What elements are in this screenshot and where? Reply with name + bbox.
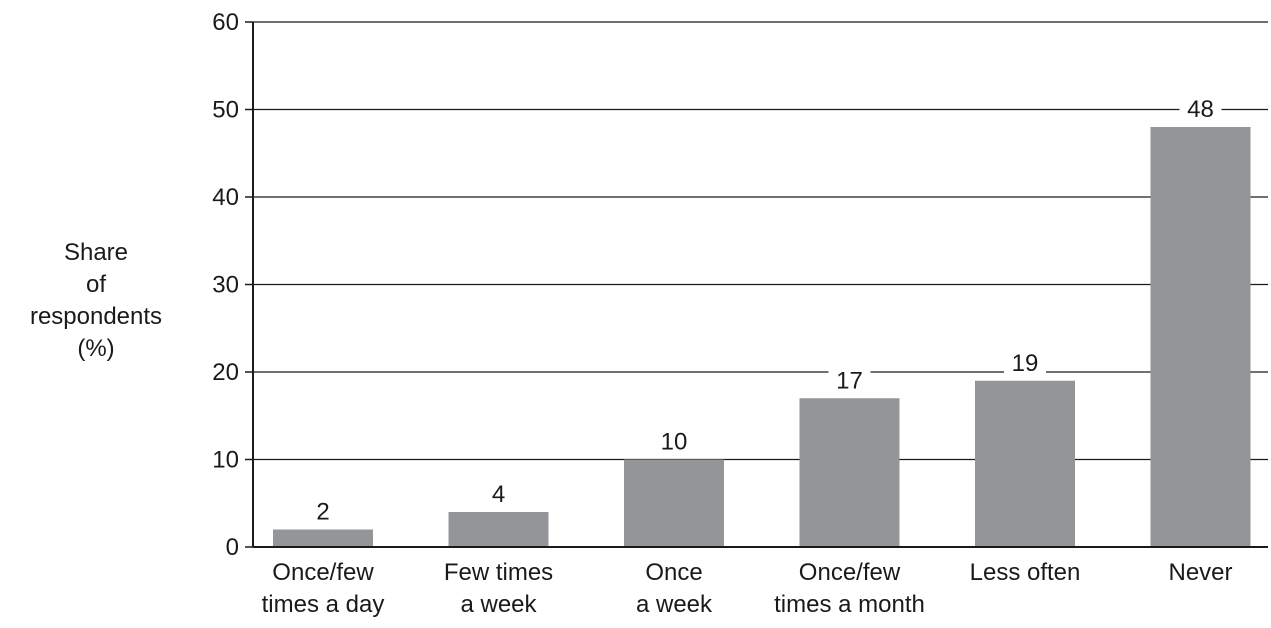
- y-axis-title-line: Share: [64, 239, 128, 266]
- y-axis-title-line: respondents: [30, 303, 162, 330]
- bar: [975, 380, 1075, 547]
- category-label-line: a week: [460, 591, 537, 618]
- data-label: 48: [1187, 96, 1214, 123]
- data-label: 10: [661, 429, 688, 456]
- bar: [448, 512, 549, 547]
- data-labels: 2 4 10 17 19 48: [309, 95, 1222, 526]
- category-label: Less often: [970, 559, 1081, 586]
- y-tick-label: 40: [212, 184, 239, 211]
- bar: [273, 529, 373, 547]
- category-label-line: times a day: [262, 591, 385, 618]
- y-tick-label: 10: [212, 447, 239, 474]
- category-label: Once/few times a month: [774, 559, 925, 618]
- data-label-background: [1004, 348, 1046, 375]
- data-label: 19: [1012, 350, 1039, 377]
- y-axis-title-line: (%): [77, 335, 114, 362]
- bars: [273, 127, 1251, 547]
- data-label-background: [484, 480, 513, 506]
- y-axis-title: Share of respondents (%): [30, 239, 162, 362]
- data-label: 2: [316, 499, 329, 526]
- data-label-background: [653, 427, 695, 454]
- category-labels: Once/few times a day Few times a week Once a …: [262, 559, 1233, 618]
- data-label-background: [1179, 95, 1222, 121]
- y-tick-label: 0: [226, 534, 239, 561]
- gridlines: [253, 21, 1268, 461]
- bar: [624, 459, 724, 547]
- y-tick-label: 20: [212, 359, 239, 386]
- category-label: Once a week: [636, 559, 713, 618]
- category-label: Never: [1168, 559, 1232, 586]
- category-label-line: a week: [636, 591, 713, 618]
- category-label-line: Never: [1168, 559, 1232, 586]
- category-label: Few times a week: [444, 559, 553, 618]
- y-tick-label: 30: [212, 272, 239, 299]
- category-label-line: Once/few: [272, 559, 374, 586]
- y-tick-label: 50: [212, 97, 239, 124]
- category-label-line: Less often: [970, 559, 1081, 586]
- data-label-background: [309, 497, 337, 524]
- category-label-line: times a month: [774, 591, 925, 618]
- y-axis-title-line: of: [86, 271, 106, 298]
- y-axis-title-text: Share of respondents (%): [30, 239, 162, 362]
- category-label-line: Few times: [444, 559, 553, 586]
- data-label: 4: [492, 481, 505, 508]
- data-label: 17: [836, 367, 863, 394]
- y-tick-label: 60: [212, 9, 239, 36]
- category-label-line: Once/few: [799, 559, 901, 586]
- y-tick-labels: 0 10 20 30 40 50 60: [212, 9, 253, 561]
- bar: [799, 398, 900, 547]
- bar: [1150, 127, 1251, 547]
- data-label-background: [828, 366, 871, 393]
- category-label: Once/few times a day: [262, 559, 385, 618]
- category-label-line: Once: [645, 559, 702, 586]
